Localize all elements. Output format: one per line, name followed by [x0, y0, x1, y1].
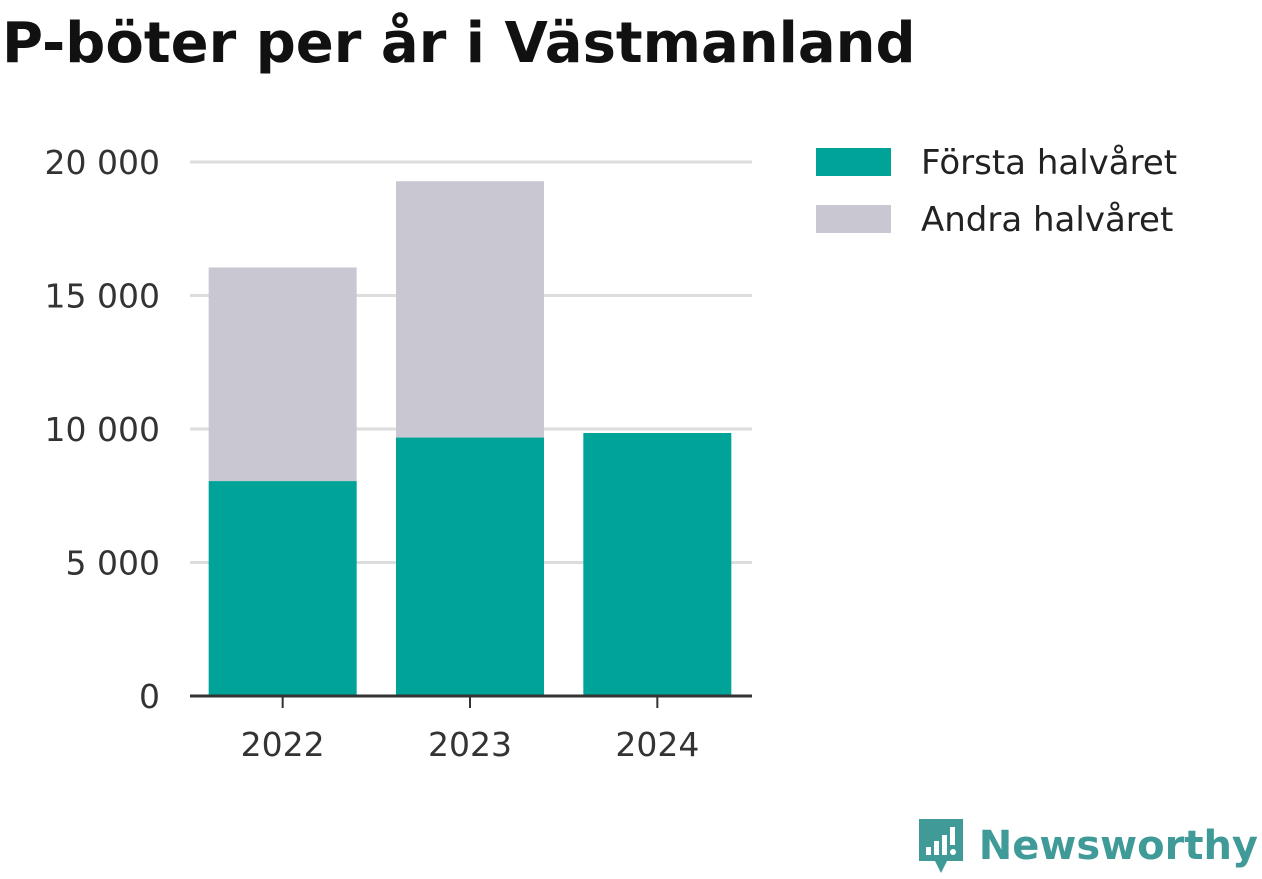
newsworthy-logo[interactable]: Newsworthy [917, 817, 1258, 875]
x-tick-label: 2022 [241, 725, 325, 764]
y-tick-label: 5 000 [66, 544, 160, 583]
legend-label: Första halvåret [921, 143, 1177, 183]
x-tick-label: 2023 [428, 725, 512, 764]
x-axis-tick-labels: 2022 2023 2024 [241, 725, 700, 764]
bar-2022-andra-halvaret [208, 267, 357, 482]
bars [208, 181, 732, 696]
y-tick-label: 10 000 [45, 410, 160, 449]
y-tick-label: 0 [139, 677, 160, 716]
y-tick-label: 15 000 [45, 277, 160, 316]
legend-swatch [816, 205, 891, 233]
brand-name: Newsworthy [978, 823, 1258, 869]
bar-2023-andra-halvaret [396, 181, 544, 438]
bar-2023-forsta-halvaret [396, 437, 544, 696]
legend-swatch [816, 148, 891, 176]
legend: Första halvåret Andra halvåret [816, 143, 1177, 240]
y-axis-tick-labels: 0 5 000 10 000 15 000 20 000 [45, 143, 160, 716]
y-tick-label: 20 000 [45, 143, 160, 182]
bar-2024-forsta-halvaret [583, 433, 732, 696]
legend-label: Andra halvåret [921, 200, 1173, 240]
x-tick-label: 2024 [615, 725, 699, 764]
bar-2022-forsta-halvaret [208, 481, 357, 696]
page-title: P-böter per år i Västmanland [2, 11, 916, 76]
newsworthy-logo-icon [918, 819, 963, 873]
x-axis [190, 694, 752, 708]
